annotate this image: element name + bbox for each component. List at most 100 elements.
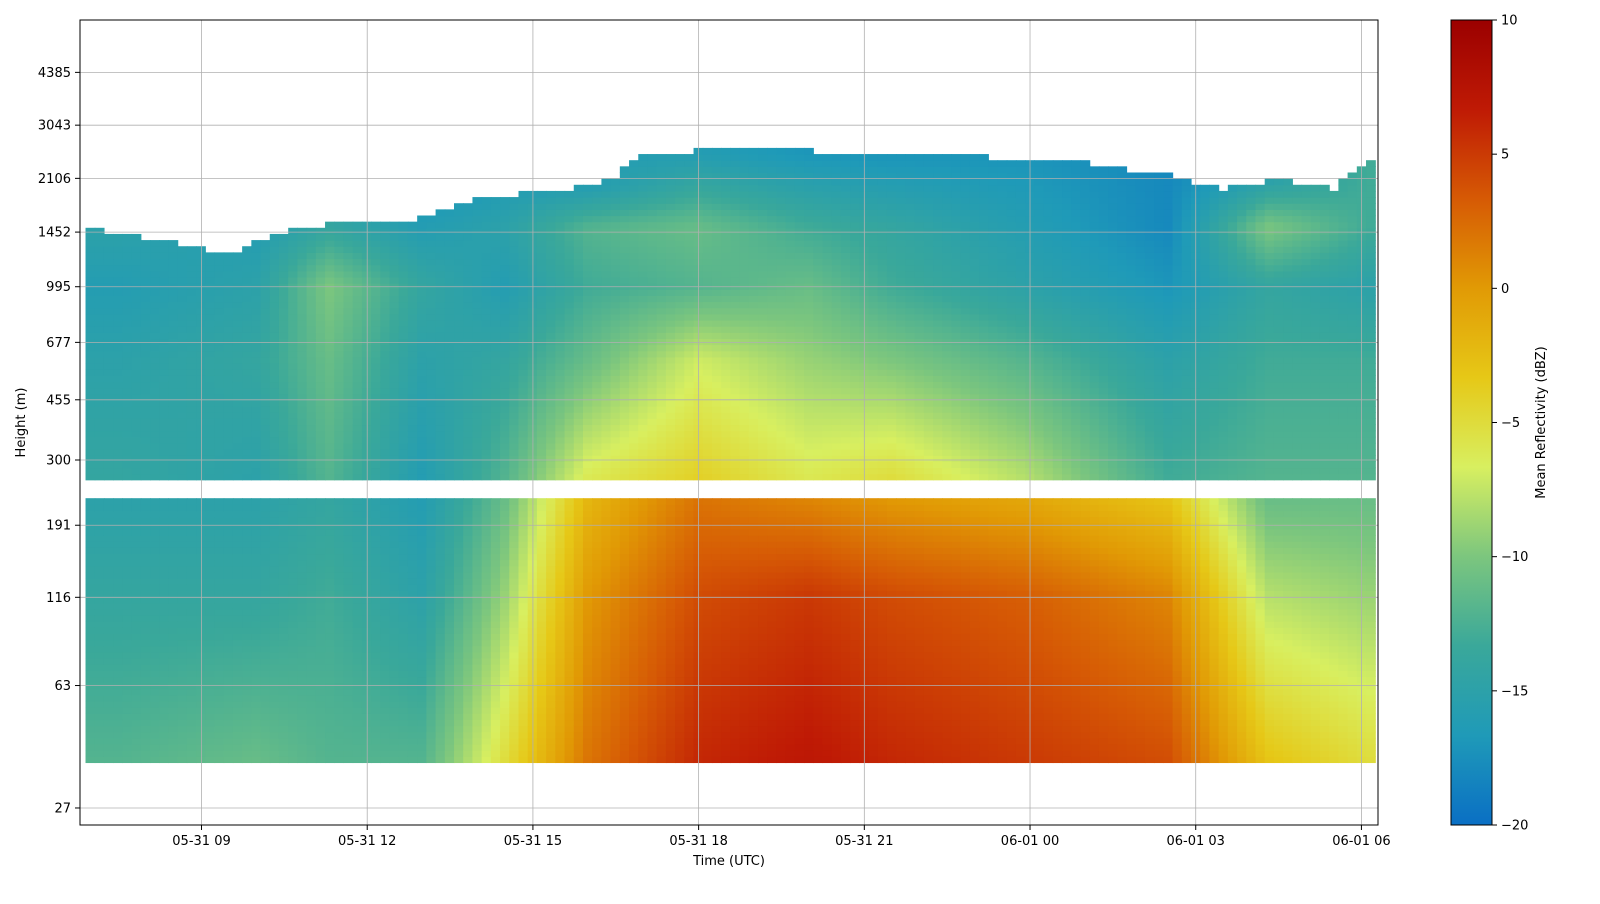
heatmap-cell <box>490 713 501 721</box>
heatmap-cell <box>564 252 575 260</box>
heatmap-cell <box>454 744 464 751</box>
heatmap-cell <box>177 657 188 665</box>
heatmap-cell <box>509 614 520 622</box>
heatmap-cell <box>251 467 262 475</box>
heatmap-cell <box>463 381 474 389</box>
heatmap-cell <box>306 258 317 266</box>
heatmap-cell <box>444 227 455 235</box>
heatmap-cell <box>242 578 252 585</box>
heatmap-cell <box>177 750 188 757</box>
heatmap-cell <box>444 418 455 426</box>
heatmap-cell <box>536 197 547 204</box>
heatmap-cell <box>472 313 483 321</box>
heatmap-cell <box>343 258 354 266</box>
heatmap-cell <box>426 381 437 389</box>
heatmap-cell <box>205 252 216 260</box>
heatmap-cell <box>334 399 345 407</box>
heatmap-cell <box>186 719 197 727</box>
heatmap-cell <box>205 418 216 426</box>
heatmap-cell <box>325 399 335 407</box>
heatmap-cell <box>269 559 280 567</box>
heatmap-cell <box>223 406 234 413</box>
heatmap-cell <box>426 571 437 579</box>
heatmap-cell <box>371 270 381 278</box>
heatmap-cell <box>518 369 529 376</box>
heatmap-cell <box>205 369 216 376</box>
heatmap-cell <box>592 510 603 518</box>
heatmap-cell <box>288 639 298 647</box>
heatmap-cell <box>435 498 446 505</box>
heatmap-cell <box>582 657 593 665</box>
heatmap-cell <box>389 455 400 462</box>
heatmap-cell <box>435 541 446 548</box>
heatmap-cell <box>113 700 123 708</box>
heatmap-cell <box>315 424 326 432</box>
heatmap-cell <box>196 565 206 573</box>
heatmap-cell <box>131 276 142 284</box>
heatmap-cell <box>536 750 547 757</box>
heatmap-cell <box>573 387 584 395</box>
heatmap-cell <box>398 276 409 284</box>
heatmap-cell <box>490 295 501 303</box>
heatmap-cell <box>103 504 114 512</box>
heatmap-cell <box>472 621 483 628</box>
heatmap-cell <box>103 510 114 518</box>
heatmap-cell <box>361 645 372 653</box>
heatmap-cell <box>251 326 262 333</box>
heatmap-cell <box>223 467 234 475</box>
heatmap-cell <box>251 295 262 303</box>
heatmap-cell <box>463 553 474 561</box>
heatmap-cell <box>518 240 529 247</box>
heatmap-cell <box>454 289 464 296</box>
heatmap-cell <box>205 657 216 665</box>
heatmap-cell <box>177 381 188 389</box>
heatmap-cell <box>398 504 409 512</box>
heatmap-cell <box>352 688 363 696</box>
heatmap-cell <box>214 375 225 383</box>
heatmap-cell <box>555 313 566 321</box>
heatmap-cell <box>481 590 492 598</box>
heatmap-cell <box>205 307 216 315</box>
heatmap-cell <box>398 362 409 370</box>
heatmap-cell <box>361 338 372 346</box>
heatmap-cell <box>573 731 584 739</box>
heatmap-cell <box>113 676 123 684</box>
heatmap-cell <box>103 633 114 641</box>
heatmap-cell <box>103 553 114 561</box>
heatmap-cell <box>223 381 234 389</box>
heatmap-cell <box>509 578 520 585</box>
heatmap-cell <box>103 621 114 628</box>
heatmap-cell <box>315 362 326 370</box>
heatmap-cell <box>380 614 391 622</box>
heatmap-cell <box>398 473 409 481</box>
heatmap-cell <box>269 713 280 721</box>
heatmap-cell <box>546 350 556 358</box>
heatmap-cell <box>380 744 391 751</box>
heatmap-cell <box>472 369 483 376</box>
heatmap-cell <box>269 258 280 266</box>
heatmap-cell <box>242 246 252 253</box>
heatmap-cell <box>352 467 363 475</box>
heatmap-cell <box>103 700 114 708</box>
heatmap-cell <box>177 418 188 426</box>
heatmap-cell <box>159 744 170 751</box>
heatmap-cell <box>94 227 105 235</box>
heatmap-cell <box>518 737 529 745</box>
heatmap-cell <box>343 565 354 573</box>
heatmap-cell <box>380 627 391 634</box>
heatmap-cell <box>103 338 114 346</box>
heatmap-cell <box>297 596 308 604</box>
heatmap-cell <box>601 227 612 235</box>
heatmap-cell <box>610 473 621 481</box>
heatmap-cell <box>306 227 317 235</box>
heatmap-cell <box>573 713 584 721</box>
heatmap-cell <box>610 516 621 524</box>
heatmap-cell <box>573 657 584 665</box>
heatmap-cell <box>85 442 96 450</box>
heatmap-cell <box>610 418 621 426</box>
heatmap-cell <box>435 694 446 702</box>
heatmap-cell <box>500 510 510 518</box>
heatmap-cell <box>159 688 170 696</box>
heatmap-cell <box>361 473 372 481</box>
heatmap-cell <box>601 455 612 462</box>
